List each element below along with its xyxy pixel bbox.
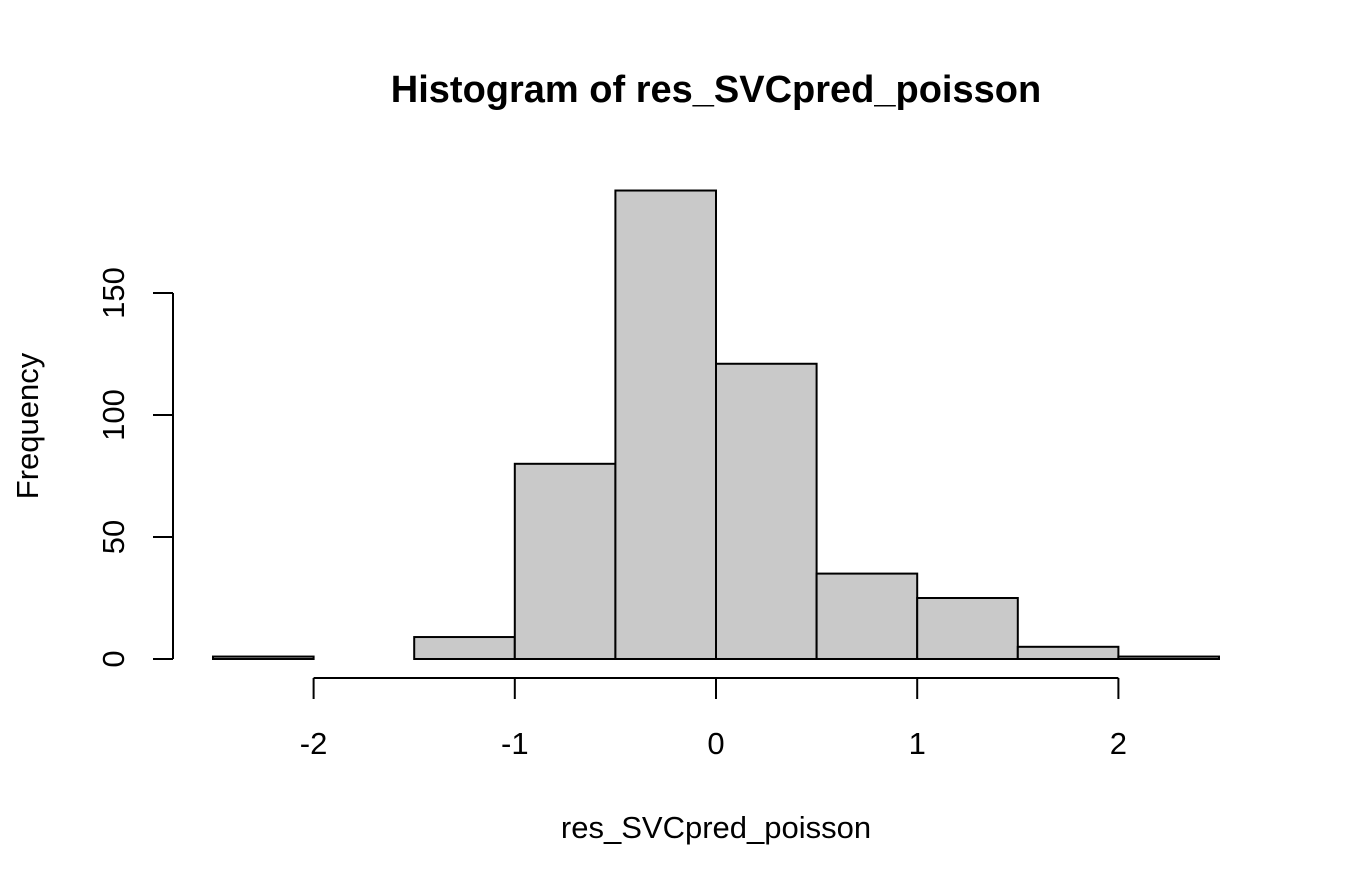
y-axis-label: Frequency [10,352,45,499]
histogram-bar-6 [815,572,919,660]
y-tick-label-0: 0 [96,650,131,667]
histogram-bar-2 [413,636,516,660]
x-tick-label-2: 0 [707,726,724,761]
y-tick-label-2: 100 [96,389,131,441]
chart-title: Histogram of res_SVCpred_poisson [391,69,1041,111]
x-tick-label-0: -2 [300,726,328,761]
x-tick-label-3: 1 [909,726,926,761]
histogram-bar-5 [715,362,818,660]
histogram-bar-3 [513,462,617,660]
bars-group [212,189,1221,661]
x-tick-label-4: 2 [1110,726,1127,761]
histogram-bar-7 [916,597,1019,660]
y-axis: 0 50 100 150 [96,267,174,668]
x-axis-label: res_SVCpred_poisson [561,810,871,845]
histogram-bar-0 [212,655,315,660]
x-axis: -2 -1 0 1 2 [300,677,1127,761]
y-tick-label-1: 50 [96,520,131,554]
histogram-bar-9 [1117,655,1221,660]
y-tick-label-3: 150 [96,267,131,319]
histogram-bar-4 [614,189,718,661]
histogram-bar-8 [1016,645,1120,660]
x-tick-label-1: -1 [501,726,529,761]
